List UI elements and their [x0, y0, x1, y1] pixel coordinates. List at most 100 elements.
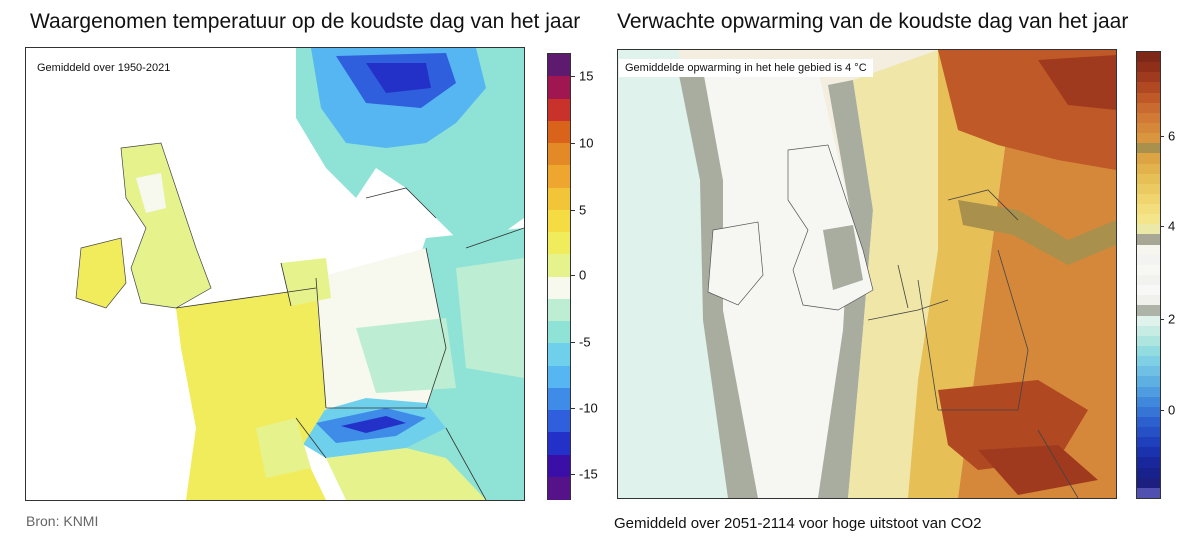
- warming-colorbar-segment: [1137, 163, 1160, 175]
- warming-colorbar-segment: [1137, 345, 1160, 357]
- observed-colorbar-tick-mark: [571, 342, 575, 343]
- observed-colorbar-tick-mark: [571, 275, 575, 276]
- observed-colorbar-segment: [548, 454, 570, 478]
- warming-colorbar-segment: [1137, 376, 1160, 387]
- observed-colorbar-tick-label: -5: [579, 334, 591, 350]
- warming-colorbar-segment: [1137, 173, 1160, 185]
- warming-colorbar-segment: [1137, 122, 1160, 134]
- warming-colorbar-segment: [1137, 204, 1160, 215]
- warming-colorbar-segment: [1137, 305, 1160, 317]
- projection-period-note: Gemiddeld over 2051-2114 voor hoge uitst…: [614, 515, 982, 532]
- warming-colorbar-tick-label: 0: [1168, 402, 1176, 418]
- warming-colorbar-segment: [1137, 275, 1160, 286]
- warming-colorbar-segment: [1137, 214, 1160, 225]
- warming-colorbar-segment: [1137, 244, 1160, 256]
- warming-colorbar-segment: [1137, 477, 1160, 489]
- warming-colorbar-segment: [1137, 112, 1160, 124]
- warming-colorbar-segment: [1137, 447, 1160, 458]
- warming-colorbar-tick-mark: [1160, 410, 1164, 411]
- warming-colorbar-segment: [1137, 62, 1160, 73]
- warming-colorbar-segment: [1137, 325, 1160, 337]
- observed-colorbar-tick-label: 5: [579, 202, 587, 218]
- source-label: Bron: KNMI: [26, 513, 99, 529]
- warming-colorbar-segment: [1137, 72, 1160, 83]
- warming-colorbar-tick-mark: [1160, 319, 1164, 320]
- ireland: [707, 221, 764, 306]
- projected-warming-map-canvas: [618, 50, 1116, 498]
- observed-temperature-colorbar: [547, 53, 571, 500]
- projected-warming-colorbar: [1136, 51, 1161, 499]
- observed-colorbar-tick-mark: [571, 210, 575, 211]
- country-borders: [175, 187, 524, 500]
- observed-period-note: Gemiddeld over 1950-2021: [31, 59, 177, 77]
- warming-colorbar-segment: [1137, 143, 1160, 154]
- warming-colorbar-segment: [1137, 183, 1160, 195]
- warming-colorbar-segment: [1137, 396, 1160, 408]
- warming-colorbar-segment: [1137, 437, 1160, 448]
- observed-colorbar-segment: [548, 232, 570, 255]
- observed-colorbar-tick-label: -10: [579, 400, 598, 416]
- warming-colorbar-segment: [1137, 224, 1160, 235]
- observed-colorbar-segment: [548, 365, 570, 389]
- observed-colorbar-segment: [548, 410, 570, 433]
- observed-colorbar-segment: [548, 165, 570, 188]
- observed-colorbar-segment: [548, 143, 570, 166]
- observed-colorbar-segment: [548, 276, 570, 300]
- warming-colorbar-segment: [1137, 193, 1160, 205]
- observed-colorbar-segment: [548, 98, 570, 122]
- italy-balkans-region: [326, 448, 486, 500]
- great-britain: [120, 142, 212, 309]
- observed-colorbar-segment: [548, 476, 570, 500]
- warming-colorbar-segment: [1137, 416, 1160, 428]
- atlantic-cool-zone: [618, 50, 738, 498]
- observed-colorbar-tick-mark: [571, 76, 575, 77]
- projected-warming-map: Gemiddelde opwarming in het hele gebied …: [617, 49, 1117, 499]
- left-map-title: Waargenomen temperatuur op de koudste da…: [30, 10, 581, 33]
- coastal-yellow-zone: [848, 50, 958, 498]
- warming-colorbar-segment: [1137, 406, 1160, 418]
- warming-colorbar-segment: [1137, 427, 1160, 438]
- observed-colorbar-segment: [548, 209, 570, 233]
- warming-colorbar-segment: [1137, 92, 1160, 104]
- warming-colorbar-tick-mark: [1160, 226, 1164, 227]
- warming-colorbar-tick-label: 6: [1168, 128, 1176, 144]
- observed-colorbar-segment: [548, 54, 570, 77]
- benelux-region: [281, 258, 331, 306]
- warming-colorbar-tick-label: 4: [1168, 218, 1176, 234]
- observed-colorbar-tick-mark: [571, 143, 575, 144]
- observed-colorbar-segment: [548, 432, 570, 455]
- observed-colorbar-segment: [548, 187, 570, 211]
- ireland: [75, 237, 127, 309]
- observed-colorbar-segment: [548, 254, 570, 277]
- observed-colorbar-tick-label: 0: [579, 267, 587, 283]
- warming-colorbar-segment: [1137, 356, 1160, 367]
- warming-colorbar-segment: [1137, 467, 1160, 479]
- continental-orange-zone: [908, 50, 1018, 498]
- observed-colorbar-segment: [548, 76, 570, 99]
- warming-colorbar-segment: [1137, 285, 1160, 296]
- warming-colorbar-segment: [1137, 295, 1160, 306]
- observed-colorbar-tick-label: 10: [579, 135, 594, 151]
- observed-colorbar-tick-label: 15: [579, 68, 594, 84]
- warming-colorbar-segment: [1137, 335, 1160, 347]
- warming-colorbar-segment: [1137, 133, 1160, 144]
- warming-colorbar-segment: [1137, 82, 1160, 94]
- warming-colorbar-segment: [1137, 254, 1160, 266]
- warming-colorbar-segment: [1137, 102, 1160, 114]
- warming-colorbar-segment: [1137, 457, 1160, 469]
- warming-colorbar-segment: [1137, 52, 1160, 63]
- warming-colorbar-segment: [1137, 264, 1160, 276]
- observed-colorbar-segment: [548, 120, 570, 144]
- warming-colorbar-tick-label: 2: [1168, 311, 1176, 327]
- warming-colorbar-segment: [1137, 487, 1160, 499]
- warming-colorbar-segment: [1137, 153, 1160, 164]
- observed-colorbar-tick-mark: [571, 474, 575, 475]
- country-borders: [867, 189, 1079, 498]
- observed-colorbar-segment: [548, 321, 570, 344]
- warming-colorbar-segment: [1137, 386, 1160, 398]
- warming-colorbar-tick-mark: [1160, 136, 1164, 137]
- warming-colorbar-segment: [1137, 234, 1160, 246]
- warming-colorbar-segment: [1137, 366, 1160, 377]
- observed-colorbar-tick-label: -15: [579, 466, 598, 482]
- observed-temperature-map-canvas: [75, 48, 524, 500]
